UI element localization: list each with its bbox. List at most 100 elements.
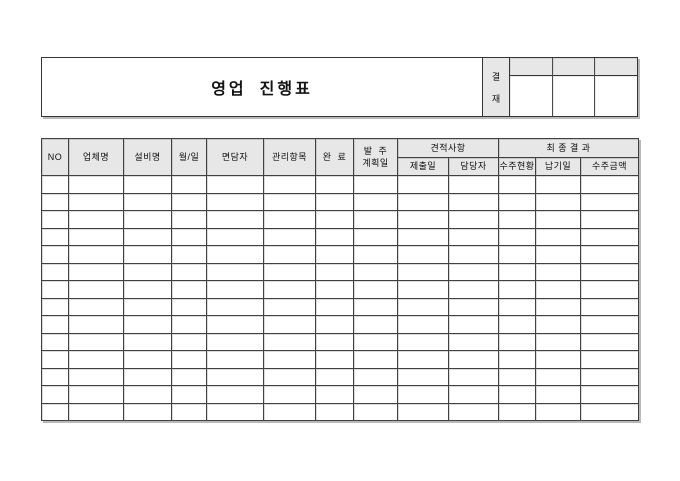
empty-cell (448, 210, 499, 229)
approval-signature-cell (595, 76, 638, 116)
empty-cell (535, 332, 581, 351)
empty-cell (123, 280, 172, 299)
empty-cell (206, 402, 264, 421)
empty-cell (397, 227, 449, 246)
empty-cell (171, 227, 207, 246)
table-row (41, 245, 640, 264)
group-header-quote: 견적사항 (397, 138, 499, 158)
empty-cell (353, 385, 398, 404)
table-row (41, 175, 640, 194)
empty-cell (263, 367, 316, 386)
col-header-order-plan: 발 주 계획일 (353, 138, 398, 176)
table-row (41, 262, 640, 281)
empty-cell (263, 192, 316, 211)
col-header-equipment: 설비명 (123, 138, 172, 176)
empty-cell (498, 227, 536, 246)
empty-cell (579, 367, 640, 386)
empty-cell (397, 175, 449, 194)
empty-cell (498, 262, 536, 281)
empty-cell (353, 192, 398, 211)
empty-cell (41, 262, 69, 281)
empty-cell (68, 227, 124, 246)
empty-cell (579, 402, 640, 421)
empty-cell (315, 210, 354, 229)
col-header-order-amount: 수주금액 (579, 157, 640, 176)
empty-cell (353, 297, 398, 316)
empty-cell (206, 297, 264, 316)
empty-cell (498, 367, 536, 386)
table-body (41, 175, 640, 421)
page-title: 영업 진행표 (211, 81, 313, 98)
empty-cell (498, 280, 536, 299)
empty-cell (498, 175, 536, 194)
empty-cell (68, 402, 124, 421)
empty-cell (206, 245, 264, 264)
empty-cell (448, 385, 499, 404)
approval-sign-title-cell (595, 58, 638, 76)
empty-cell (123, 227, 172, 246)
empty-cell (41, 332, 69, 351)
empty-cell (41, 210, 69, 229)
empty-cell (353, 315, 398, 334)
header-row-1: NO 업체명 설비명 월/일 면담자 관리항목 완 료 발 주 계획일 견적사항 … (41, 138, 640, 176)
empty-cell (397, 192, 449, 211)
empty-cell (579, 315, 640, 334)
empty-cell (397, 315, 449, 334)
empty-cell (579, 297, 640, 316)
empty-cell (498, 297, 536, 316)
empty-cell (315, 402, 354, 421)
empty-cell (579, 192, 640, 211)
empty-cell (397, 210, 449, 229)
table-row (41, 192, 640, 211)
empty-cell (579, 227, 640, 246)
empty-cell (68, 315, 124, 334)
empty-cell (206, 332, 264, 351)
empty-cell (448, 402, 499, 421)
empty-cell (263, 262, 316, 281)
table-row (41, 227, 640, 246)
empty-cell (206, 367, 264, 386)
table-row (41, 280, 640, 299)
empty-cell (579, 385, 640, 404)
approval-sign-column-2 (552, 58, 596, 116)
empty-cell (397, 350, 449, 369)
empty-cell (579, 262, 640, 281)
table-row (41, 332, 640, 351)
sales-progress-table: NO 업체명 설비명 월/일 면담자 관리항목 완 료 발 주 계획일 견적사항 … (41, 138, 640, 421)
title-area: 영업 진행표 (42, 58, 482, 116)
empty-cell (206, 280, 264, 299)
empty-cell (41, 192, 69, 211)
empty-cell (68, 280, 124, 299)
col-header-delivery-date: 납기일 (535, 157, 581, 176)
empty-cell (123, 297, 172, 316)
empty-cell (171, 402, 207, 421)
empty-cell (448, 332, 499, 351)
empty-cell (41, 175, 69, 194)
empty-cell (263, 332, 316, 351)
empty-cell (123, 385, 172, 404)
empty-cell (41, 385, 69, 404)
empty-cell (123, 175, 172, 194)
empty-cell (171, 210, 207, 229)
empty-cell (123, 350, 172, 369)
empty-cell (448, 350, 499, 369)
empty-cell (448, 245, 499, 264)
empty-cell (206, 175, 264, 194)
empty-cell (315, 175, 354, 194)
approval-label-top: 결 (491, 71, 501, 82)
approval-sign-title-cell (510, 58, 552, 76)
empty-cell (498, 315, 536, 334)
empty-cell (171, 367, 207, 386)
empty-cell (263, 350, 316, 369)
col-header-month-day: 월/일 (171, 138, 207, 176)
empty-cell (123, 210, 172, 229)
group-header-final: 최 종 결 과 (497, 138, 640, 158)
empty-cell (206, 262, 264, 281)
empty-cell (171, 350, 207, 369)
col-header-mgmt-item: 관리항목 (263, 138, 316, 176)
order-plan-line2: 계획일 (362, 158, 389, 168)
empty-cell (397, 297, 449, 316)
empty-cell (397, 402, 449, 421)
empty-cell (535, 280, 581, 299)
empty-cell (315, 332, 354, 351)
